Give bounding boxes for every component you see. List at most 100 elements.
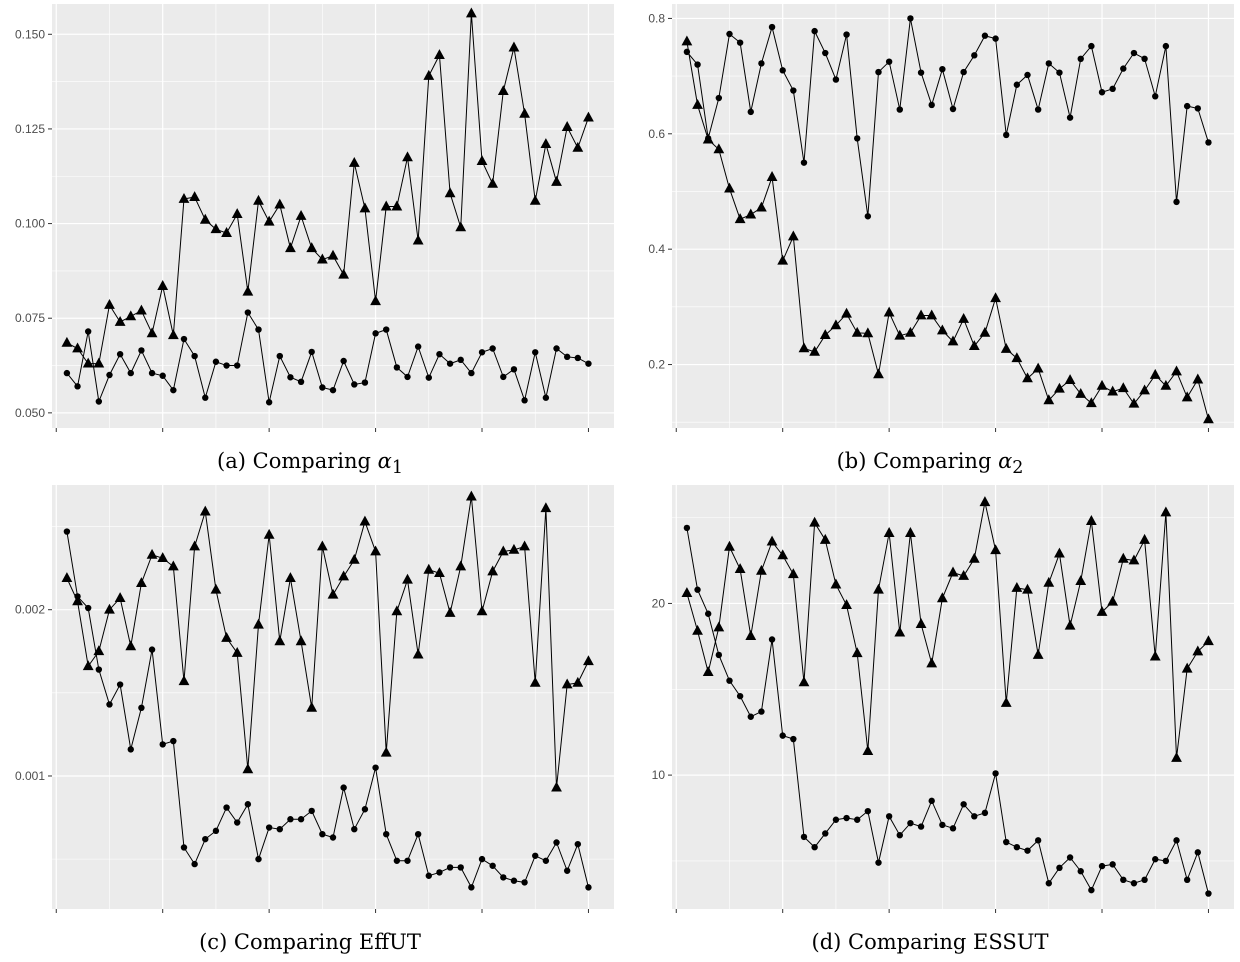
triangle-point <box>221 631 232 642</box>
circle-point <box>404 857 411 864</box>
circle-point <box>949 825 957 832</box>
circle-point <box>1045 60 1052 67</box>
triangle-point <box>327 588 339 599</box>
triangle-point <box>338 570 350 581</box>
triangle-point <box>798 342 810 353</box>
circle-point <box>1162 857 1170 865</box>
circle-point <box>244 801 252 808</box>
triangle-point <box>1085 515 1097 525</box>
triangle-point <box>713 143 725 154</box>
triangle-point <box>936 592 948 603</box>
triangle-point <box>263 215 275 226</box>
circle-point <box>351 825 358 833</box>
triangle-point <box>926 309 938 320</box>
circle-point <box>255 326 262 333</box>
circle-point <box>960 801 967 808</box>
plot-background <box>52 4 614 428</box>
triangle-point <box>348 553 360 564</box>
circle-point <box>563 867 571 874</box>
circle-point <box>372 764 379 771</box>
circle-point <box>202 394 209 401</box>
circle-point <box>84 328 92 335</box>
circle-point <box>276 352 283 360</box>
circle-point <box>148 369 156 377</box>
triangle-point <box>851 647 863 658</box>
triangle-point <box>157 280 169 290</box>
circle-point <box>800 833 808 841</box>
circle-point <box>542 394 550 401</box>
triangle-point <box>82 357 94 368</box>
circle-point <box>992 770 999 777</box>
triangle-point <box>862 327 874 338</box>
circle-point <box>758 708 765 715</box>
caption-a: (a) Comparing α1 <box>217 449 403 479</box>
circle-point <box>329 834 337 841</box>
circle-point <box>1077 868 1084 875</box>
circle-point <box>1056 864 1063 871</box>
triangle-point <box>1203 413 1214 424</box>
circle-point <box>971 52 978 59</box>
plot-background <box>672 4 1234 428</box>
circle-point <box>1066 854 1074 861</box>
triangle-point <box>734 213 746 224</box>
triangle-point <box>221 227 232 237</box>
triangle-point <box>231 208 243 219</box>
triangle-point <box>455 560 467 571</box>
circle-point <box>1024 847 1031 854</box>
triangle-point <box>497 545 509 556</box>
circle-point <box>212 827 220 835</box>
circle-point <box>768 23 776 31</box>
circle-point <box>971 813 978 820</box>
triangle-point <box>1032 648 1044 659</box>
circle-point <box>832 816 840 823</box>
triangle-point <box>1022 583 1033 594</box>
triangle-point <box>724 182 735 193</box>
triangle-point <box>391 200 403 211</box>
circle-point <box>319 830 326 838</box>
triangle-point <box>519 540 530 551</box>
circle-point <box>180 335 188 343</box>
triangle-point <box>295 210 307 220</box>
circle-point <box>736 39 744 46</box>
circle-point <box>521 879 528 886</box>
circle-point <box>138 704 145 712</box>
triangle-point <box>476 155 488 166</box>
triangle-point <box>497 85 509 95</box>
circle-point <box>949 105 957 113</box>
circle-point <box>1066 114 1074 121</box>
triangle-point <box>104 603 115 614</box>
triangle-point <box>402 151 413 162</box>
circle-point <box>436 869 443 876</box>
circle-point <box>234 819 241 826</box>
triangle-point <box>380 200 392 211</box>
circle-point <box>202 835 209 843</box>
circle-point <box>992 35 999 42</box>
y-tick-label: 0.100 <box>15 217 45 231</box>
circle-point <box>1034 837 1042 844</box>
triangle-point <box>968 552 980 563</box>
triangle-point <box>915 618 927 628</box>
chart-svg: 0.001 0.002 <box>15 485 614 913</box>
triangle-point <box>242 285 254 296</box>
circle-point <box>127 746 134 753</box>
triangle-point <box>316 253 328 264</box>
y-tick-label: 10 <box>652 768 666 782</box>
circle-point <box>694 586 701 593</box>
triangle-point <box>883 527 895 537</box>
circle-point <box>553 839 560 846</box>
circle-point <box>521 397 528 404</box>
triangle-point <box>540 138 552 148</box>
circle-point <box>704 610 712 617</box>
circle-point <box>758 60 765 67</box>
y-tick-label: 0.150 <box>15 27 45 41</box>
circle-point <box>1130 880 1138 887</box>
triangle-point <box>681 587 693 598</box>
triangle-point <box>423 69 435 80</box>
circle-point <box>148 646 156 653</box>
circle-point <box>779 732 786 739</box>
circle-point <box>159 372 166 379</box>
circle-point <box>800 159 808 166</box>
circle-point <box>212 358 220 365</box>
circle-point <box>244 309 252 316</box>
triangle-point <box>724 540 735 551</box>
